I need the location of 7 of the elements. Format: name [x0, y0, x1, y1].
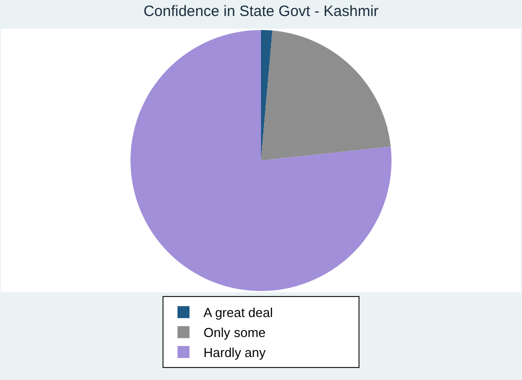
legend-label: Only some — [204, 325, 266, 340]
pie-slice — [261, 30, 391, 160]
legend-label: Hardly any — [204, 345, 266, 360]
pie-slice — [261, 30, 272, 160]
pie-slice — [130, 30, 392, 291]
legend-label: A great deal — [204, 305, 273, 320]
chart-title: Confidence in State Govt - Kashmir — [143, 3, 379, 20]
